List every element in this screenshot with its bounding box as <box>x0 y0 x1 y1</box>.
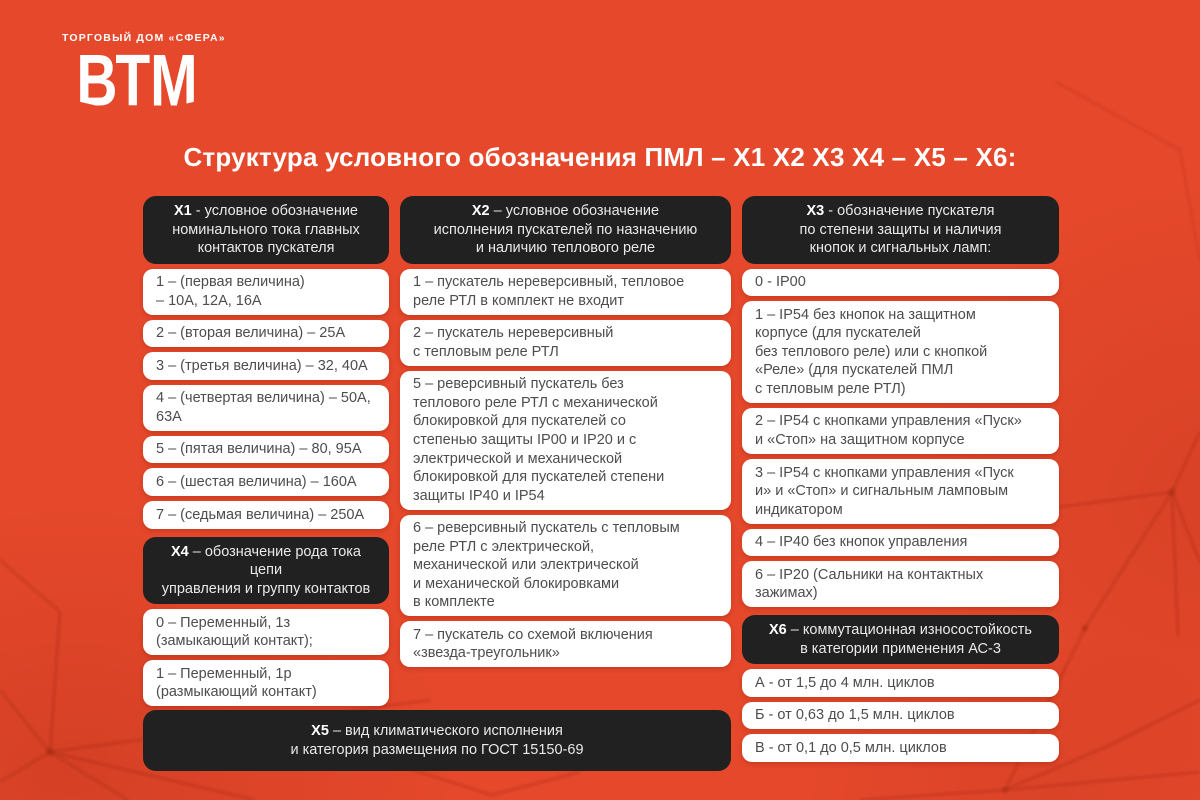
brand-tagline: ТОРГОВЫЙ ДОМ «СФЕРА» <box>62 32 226 44</box>
x2-item: 2 – пускатель нереверсивный с тепловым р… <box>400 319 731 366</box>
x1-item: 1 – (первая величина) – 10А, 12А, 16А <box>143 268 389 315</box>
x5-header: Х5 – вид климатического исполнения и кат… <box>143 710 731 772</box>
page-title: Структура условного обозначения ПМЛ – Х1… <box>183 142 1017 172</box>
x1-item: 4 – (четвертая величина) – 50А, 63А <box>143 384 389 431</box>
x3-item: 2 – IP54 с кнопками управления «Пуск» и … <box>742 407 1059 455</box>
x2-code: Х2 <box>471 203 490 219</box>
content-grid: Х1 - условное обозначение номинального т… <box>143 196 1059 763</box>
brand-logo: ВТМ <box>76 40 198 123</box>
x4-item: 1 – Переменный, 1р (размыкающий контакт) <box>143 660 389 707</box>
column-x1-x4: Х1 - условное обозначение номинального т… <box>143 196 389 707</box>
x3-item: 4 – IP40 без кнопок управления <box>742 528 1059 557</box>
x1-item: 3 – (третья величина) – 32, 40А <box>143 352 389 380</box>
x3-item: 0 - IP00 <box>742 268 1059 297</box>
x1-item: 5 – (пятая величина) – 80, 95А <box>143 435 389 464</box>
x3-item: 1 – IP54 без кнопок на защитном корпусе … <box>742 301 1059 403</box>
x5-header-text: – вид климатического исполнения и катего… <box>290 723 584 758</box>
x1-code: Х1 <box>174 203 192 219</box>
column-x2: Х2 – условное обозначение исполнения пус… <box>400 196 731 668</box>
x3-item: 3 – IP54 с кнопками управления «Пуск и» … <box>742 459 1059 524</box>
brand-block: ТОРГОВЫЙ ДОМ «СФЕРА» ВТМ <box>62 32 226 115</box>
x1-item: 6 – (шестая величина) – 160А <box>143 468 389 497</box>
x6-code: Х6 <box>769 622 787 639</box>
x6-item: В - от 0,1 до 0,5 млн. циклов <box>742 734 1059 763</box>
x2-item: 7 – пускатель со схемой включения «звезд… <box>400 621 731 668</box>
x6-header: Х6 – коммутационная износостойкость в ка… <box>742 615 1059 665</box>
x2-header: Х2 – условное обозначение исполнения пус… <box>400 196 731 264</box>
x4-header-text: – обозначение рода тока цепи управления … <box>161 543 371 597</box>
x4-code: Х4 <box>171 543 189 560</box>
x1-item: 2 – (вторая величина) – 25А <box>143 319 389 348</box>
x1-item: 7 – (седьмая величина) – 250А <box>143 501 389 529</box>
column-x3-x6: Х3 - обозначение пускателя по степени за… <box>742 196 1059 763</box>
x3-item: 6 – IP20 (Сальники на контактных зажимах… <box>742 561 1059 608</box>
x3-header-text: - обозначение пускателя по степени защит… <box>799 203 1002 257</box>
x5-code: Х5 <box>311 723 329 739</box>
x1-header-text: - условное обозначение номинального тока… <box>172 203 360 257</box>
x2-item: 1 – пускатель нереверсивный, тепловое ре… <box>400 268 731 315</box>
x4-item: 0 – Переменный, 1з (замыкающий контакт); <box>143 609 389 656</box>
x3-code: Х3 <box>806 203 825 219</box>
x4-header: Х4 – обозначение рода тока цепи управлен… <box>143 536 389 605</box>
x6-item: Б - от 0,63 до 1,5 млн. циклов <box>742 701 1059 730</box>
x1-header: Х1 - условное обозначение номинального т… <box>143 196 389 264</box>
x3-header: Х3 - обозначение пускателя по степени за… <box>742 196 1059 264</box>
x2-item: 5 – реверсивный пускатель без теплового … <box>400 370 731 510</box>
x2-item: 6 – реверсивный пускатель с тепловым рел… <box>400 514 731 617</box>
x6-item: А - от 1,5 до 4 млн. циклов <box>742 669 1059 697</box>
x2-header-text: – условное обозначение исполнения пускат… <box>433 203 698 257</box>
x6-header-text: – коммутационная износостойкость в катег… <box>790 622 1032 657</box>
